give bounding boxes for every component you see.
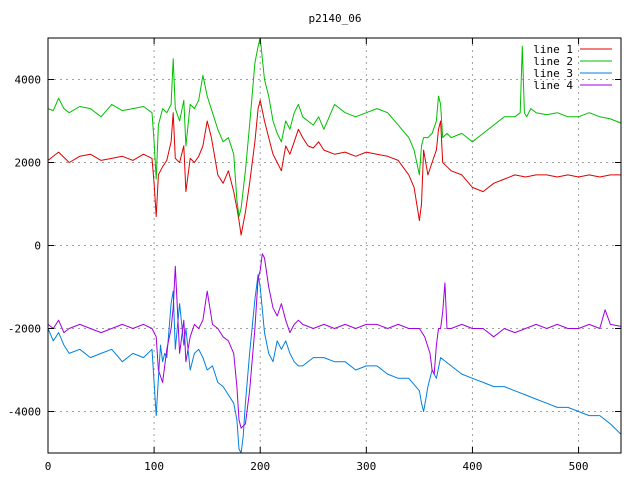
grid bbox=[48, 38, 621, 453]
y-tick-label: -2000 bbox=[8, 323, 41, 336]
series-line-3 bbox=[48, 274, 621, 453]
x-tick-label: 100 bbox=[144, 460, 164, 473]
x-tick-label: 400 bbox=[463, 460, 483, 473]
series-line-4 bbox=[48, 253, 621, 429]
legend-label: line 3 bbox=[533, 67, 573, 80]
legend-label: line 1 bbox=[533, 43, 573, 56]
y-tick-label: 2000 bbox=[15, 157, 42, 170]
x-tick-label: 500 bbox=[569, 460, 589, 473]
legend-label: line 2 bbox=[533, 55, 573, 68]
x-tick-label: 200 bbox=[250, 460, 270, 473]
axes: 0 100 200 300 400 500 -4000 -2000 0 2000 4000 bbox=[8, 37, 622, 473]
series-line-1 bbox=[48, 99, 621, 236]
y-tick-label: 0 bbox=[34, 240, 41, 253]
chart-title: p2140_06 bbox=[309, 12, 362, 25]
y-tick-label: -4000 bbox=[8, 406, 41, 419]
x-tick-label: 0 bbox=[45, 460, 52, 473]
series-layer bbox=[48, 38, 621, 453]
legend-label: line 4 bbox=[533, 79, 573, 92]
x-tick-label: 300 bbox=[356, 460, 376, 473]
series-line-2 bbox=[48, 38, 621, 217]
y-tick-label: 4000 bbox=[15, 74, 42, 87]
